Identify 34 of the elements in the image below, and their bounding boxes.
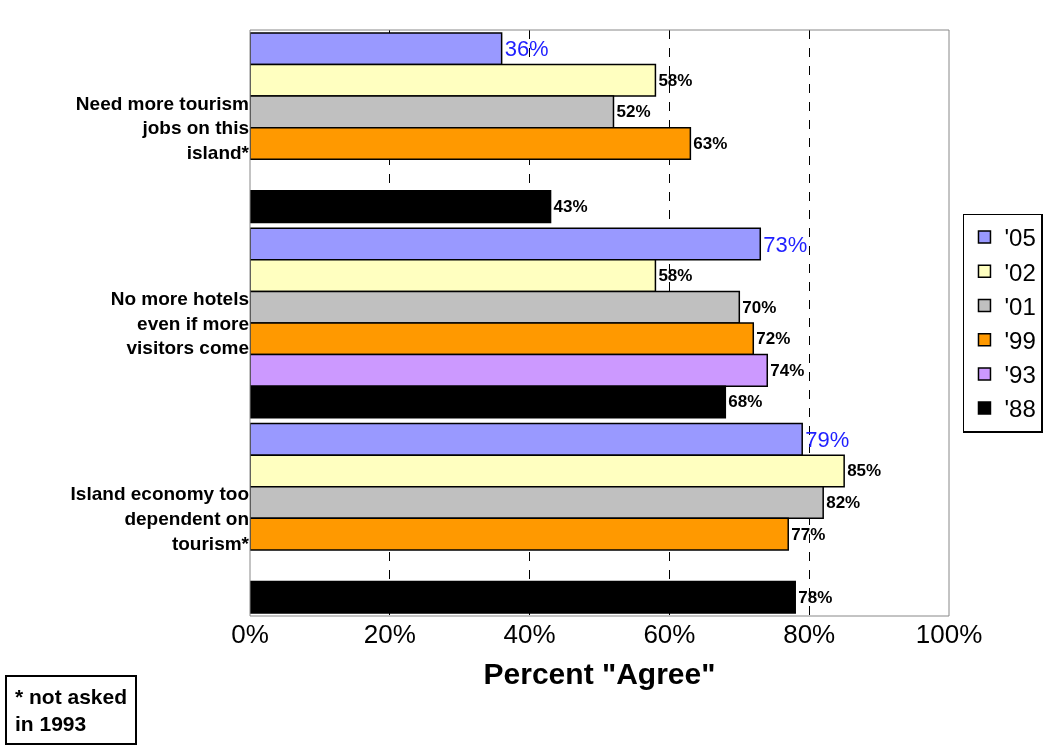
text: * not asked in 1993: [15, 685, 128, 736]
data-label: 70%: [742, 297, 777, 317]
legend-label: '93: [1004, 361, 1036, 389]
data-label: 43%: [553, 197, 588, 217]
data-label: 58%: [658, 70, 693, 90]
x-tick-label: 0%: [231, 619, 269, 649]
data-label: 73%: [763, 231, 808, 257]
data-label: 85%: [847, 461, 882, 481]
data-label: 36%: [504, 36, 549, 62]
data-label: 78%: [798, 587, 833, 607]
y-tick-label: Island economy too dependent on tourism*: [70, 483, 250, 554]
y-tick-label: Need more tourism jobs on this island*: [75, 92, 250, 164]
legend-label: '99: [1004, 327, 1036, 355]
x-tick-label: 80%: [783, 619, 836, 649]
bar: [250, 190, 552, 224]
data-label: 82%: [826, 493, 861, 513]
data-label: 68%: [728, 392, 763, 412]
y-tick-label: No more hotels even if more visitors come: [110, 287, 249, 359]
data-label: 72%: [756, 329, 791, 349]
legend-label: '05: [1004, 224, 1036, 252]
legend-label: '88: [1004, 395, 1036, 423]
x-tick-label: 40%: [503, 619, 556, 649]
legend-label: '02: [1004, 258, 1036, 286]
x-tick-label: 100%: [915, 619, 983, 649]
x-axis-title: Percent "Agree": [483, 656, 716, 690]
data-label: 58%: [658, 266, 693, 286]
data-label: 52%: [616, 102, 651, 122]
data-label: 63%: [693, 133, 728, 153]
legend-label: '01: [1004, 292, 1036, 320]
x-tick-label: 20%: [363, 619, 416, 649]
data-label: 77%: [791, 524, 826, 544]
data-label: 79%: [805, 426, 850, 452]
data-label: 74%: [770, 360, 805, 380]
x-tick-label: 60%: [643, 619, 696, 649]
